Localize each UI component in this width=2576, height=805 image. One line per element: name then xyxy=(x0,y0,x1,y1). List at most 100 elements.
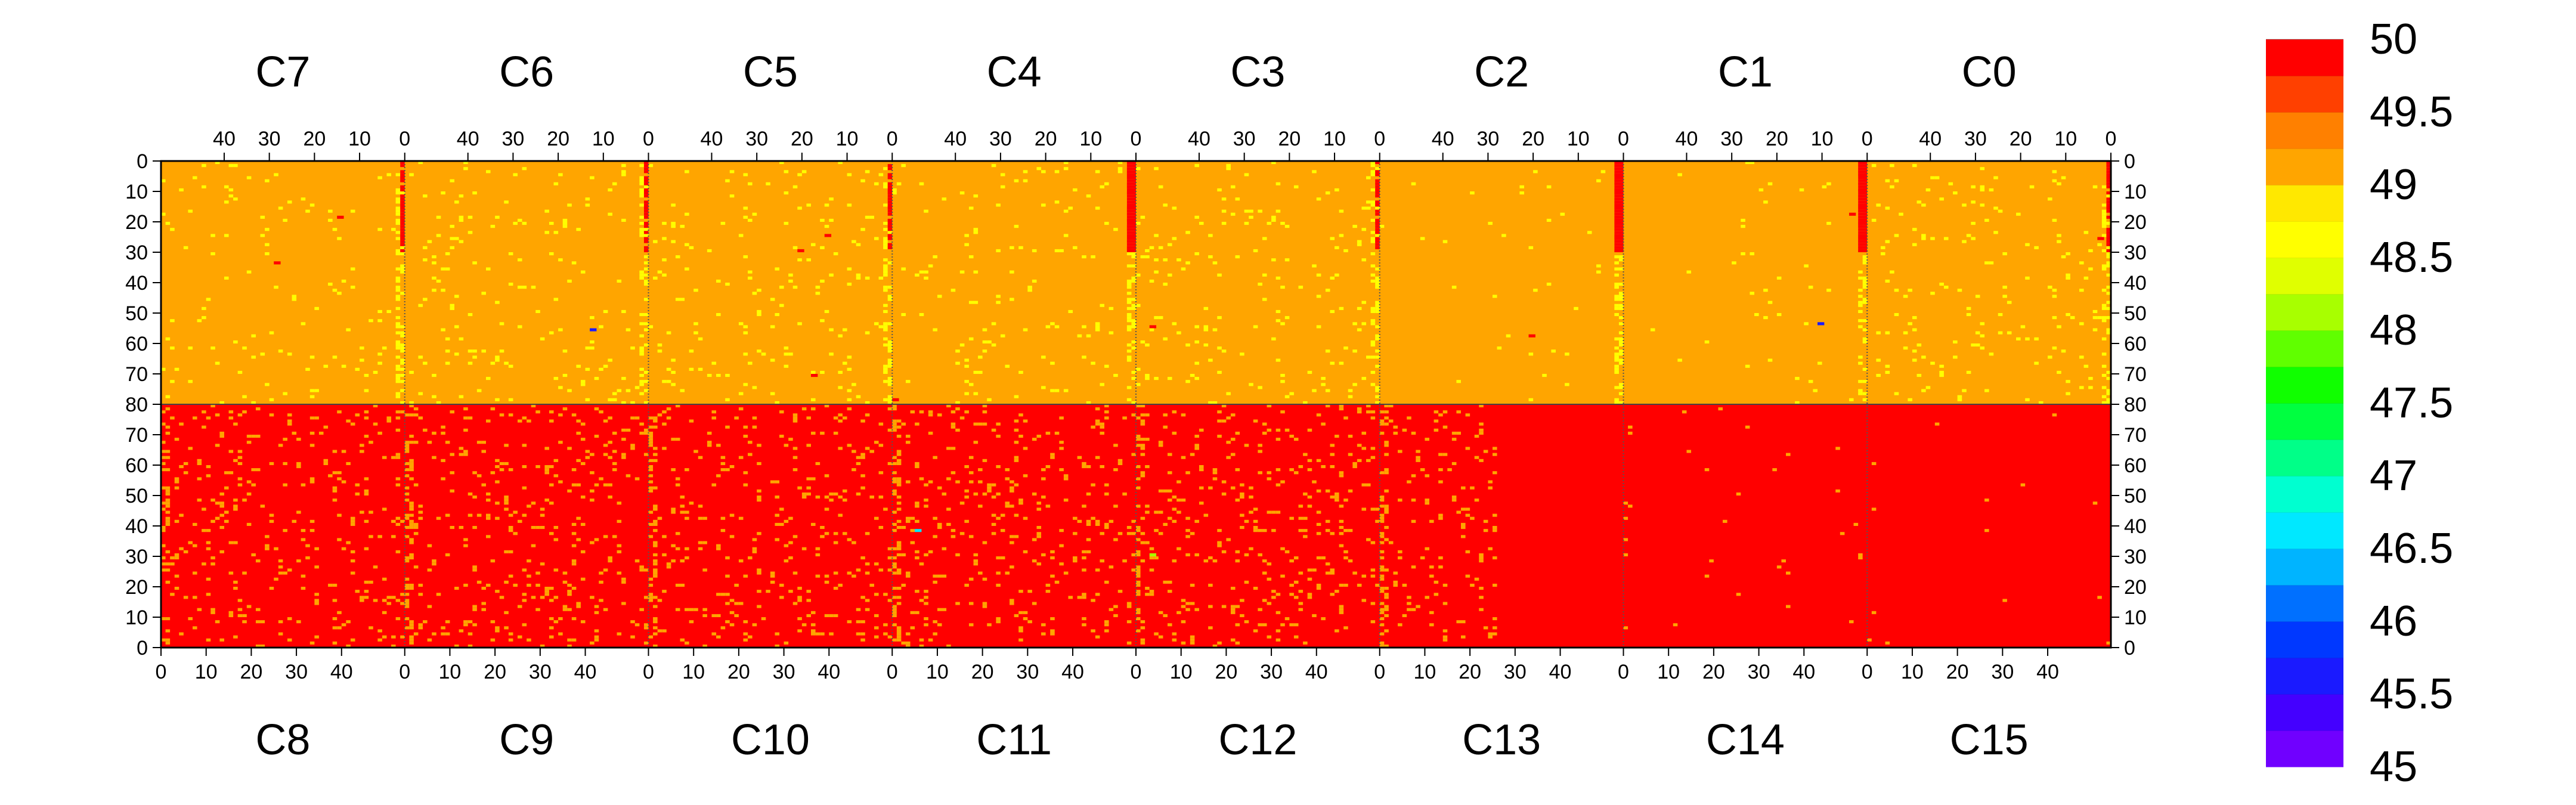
heatmap-cell xyxy=(1916,374,1922,377)
heatmap-cell xyxy=(1145,438,1150,441)
heatmap-cell xyxy=(612,450,617,453)
heatmap-cell xyxy=(919,638,924,642)
heatmap-cell xyxy=(1185,516,1190,520)
heatmap-cell xyxy=(210,252,215,256)
heatmap-cell xyxy=(2052,289,2057,292)
heatmap-cell xyxy=(1284,316,1290,320)
heatmap-cell xyxy=(639,334,644,338)
heatmap-cell xyxy=(964,392,969,395)
heatmap-cell xyxy=(2057,325,2061,329)
heatmap-cell xyxy=(748,276,753,280)
heatmap-cell xyxy=(946,522,951,526)
heatmap-cell xyxy=(996,556,1001,560)
heatmap-cell xyxy=(788,352,793,356)
heatmap-cell xyxy=(1036,532,1042,535)
heatmap-cell xyxy=(942,547,947,550)
heatmap-cell xyxy=(675,583,680,587)
heatmap-cell xyxy=(1438,468,1443,472)
heatmap-cell xyxy=(1140,419,1145,423)
heatmap-cell xyxy=(400,519,405,523)
heatmap-cell xyxy=(1073,556,1078,560)
heatmap-cell xyxy=(996,203,1001,207)
heatmap-cell xyxy=(996,465,1001,469)
heatmap-cell xyxy=(296,465,301,469)
heatmap-cell xyxy=(517,635,522,639)
heatmap-cell xyxy=(386,173,392,177)
heatmap-cell xyxy=(1023,170,1028,174)
heatmap-cell xyxy=(905,516,911,520)
heatmap-cell xyxy=(544,590,549,593)
heatmap-cell xyxy=(296,438,301,441)
heatmap-cell xyxy=(161,501,166,505)
heatmap-cell xyxy=(1185,261,1190,265)
heatmap-cell xyxy=(617,279,622,283)
heatmap-cell xyxy=(1384,444,1389,447)
heatmap-cell xyxy=(1059,544,1064,547)
heatmap-cell xyxy=(192,416,197,420)
heatmap-cell xyxy=(797,173,802,177)
heatmap-cell xyxy=(806,477,811,481)
heatmap-cell xyxy=(1307,459,1312,462)
heatmap-cell xyxy=(653,486,658,490)
heatmap-cell xyxy=(1772,468,1777,472)
heatmap-cell xyxy=(1849,212,1856,216)
heatmap-cell xyxy=(309,431,315,435)
heatmap-cell xyxy=(689,419,694,423)
heatmap-cell xyxy=(332,471,338,475)
heatmap-cell xyxy=(1312,480,1317,484)
heatmap-cell xyxy=(228,188,234,191)
heatmap-cell xyxy=(820,526,825,530)
heatmap-cell xyxy=(364,580,369,584)
heatmap-cell xyxy=(1925,188,1931,191)
heatmap-cell xyxy=(202,425,206,429)
heatmap-cell xyxy=(585,456,590,459)
heatmap-cell xyxy=(395,410,401,414)
heatmap-cell xyxy=(1375,212,1380,216)
heatmap-cell xyxy=(1330,453,1335,456)
heatmap-cell xyxy=(364,416,369,420)
heatmap-cell xyxy=(441,267,445,271)
heatmap-cell xyxy=(856,608,861,611)
heatmap-cell xyxy=(1375,234,1380,237)
heatmap-cell xyxy=(210,234,215,237)
heatmap-cell xyxy=(1862,301,1868,304)
heatmap-cell xyxy=(1235,431,1240,435)
chip-label-bottom: C14 xyxy=(1706,716,1785,764)
heatmap-cell xyxy=(1357,410,1362,414)
heatmap-cell xyxy=(1880,252,1885,256)
heatmap-cell xyxy=(675,404,680,408)
heatmap-cell xyxy=(590,596,595,599)
heatmap-cell xyxy=(269,331,274,335)
heatmap-cell xyxy=(887,428,893,432)
heatmap-cell xyxy=(1258,283,1262,286)
heatmap-cell xyxy=(418,583,423,587)
heatmap-cell xyxy=(337,538,342,541)
heatmap-cell xyxy=(887,234,893,237)
heatmap-cell xyxy=(2106,237,2111,240)
heatmap-cell xyxy=(1010,270,1014,274)
heatmap-cell xyxy=(1032,602,1037,605)
heatmap-cell xyxy=(1226,164,1231,168)
heatmap-cell xyxy=(887,246,893,249)
heatmap-cell xyxy=(648,431,654,435)
heatmap-cell xyxy=(332,228,338,231)
y-tick-label-left: 20 xyxy=(125,211,148,234)
heatmap-cell xyxy=(1980,185,1985,188)
heatmap-cell xyxy=(896,425,902,429)
heatmap-cell xyxy=(729,465,735,469)
heatmap-cell xyxy=(824,234,832,237)
heatmap-cell xyxy=(1036,435,1042,438)
heatmap-cell xyxy=(1293,438,1299,441)
heatmap-cell xyxy=(1032,559,1037,563)
heatmap-cell xyxy=(553,620,559,624)
heatmap-cell xyxy=(202,185,206,188)
heatmap-cell xyxy=(1894,234,1899,237)
heatmap-cell xyxy=(283,438,287,441)
heatmap-cell xyxy=(1249,510,1253,514)
heatmap-cell xyxy=(1154,529,1159,532)
heatmap-cell xyxy=(653,504,658,508)
heatmap-cell xyxy=(2092,316,2098,320)
heatmap-cell xyxy=(1361,322,1367,326)
heatmap-cell xyxy=(847,267,852,271)
heatmap-cell xyxy=(395,267,401,271)
